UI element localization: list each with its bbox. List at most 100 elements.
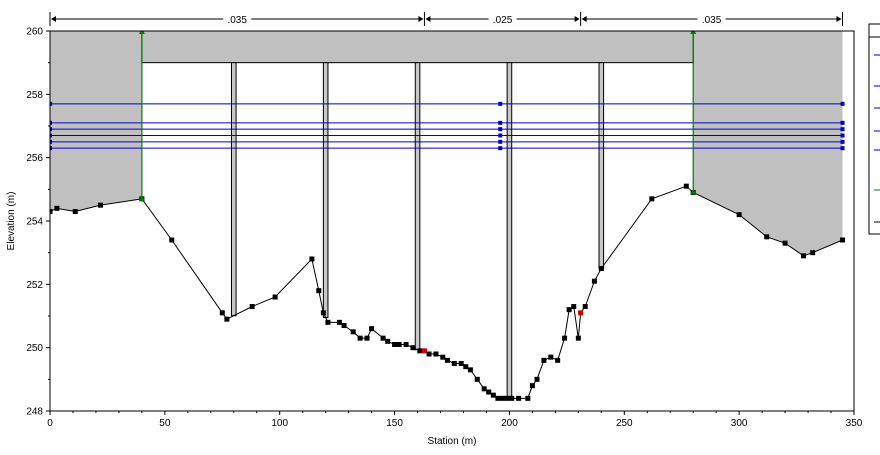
- ground-point: [736, 212, 742, 218]
- ground-point: [509, 395, 515, 401]
- bridge-pier: [506, 62, 513, 399]
- ground-point: [364, 335, 370, 341]
- bridge-pier: [322, 62, 329, 319]
- ground-point: [316, 288, 322, 294]
- water-surface-point: [498, 127, 503, 132]
- x-axis-title: Station (m): [428, 436, 477, 447]
- ground-point: [582, 304, 588, 309]
- ground-point: [463, 364, 469, 370]
- bank-station-marker: [138, 31, 145, 34]
- y-tick-label: 254: [26, 217, 43, 228]
- ground-point: [320, 310, 326, 316]
- ground-point: [500, 395, 506, 401]
- bank-station-marker: [138, 194, 145, 201]
- ground-point: [369, 326, 375, 332]
- ground-point: [440, 354, 446, 360]
- ground-point: [486, 389, 492, 395]
- bank-station-marker: [690, 31, 697, 34]
- ground-points: [50, 183, 846, 401]
- ground-point: [481, 386, 487, 392]
- x-axis: 0 50 100 150 200 250 300 350: [47, 411, 863, 429]
- ground-point: [444, 357, 450, 363]
- y-tick-label: 252: [26, 280, 43, 291]
- ground-point: [525, 395, 531, 401]
- x-tick-label: 100: [271, 418, 288, 429]
- x-tick-label: 150: [386, 418, 403, 429]
- y-tick-label: 258: [26, 90, 43, 101]
- ground-point: [350, 329, 356, 335]
- ground-point: [467, 367, 473, 373]
- ground-point: [433, 351, 439, 357]
- water-surface-point: [840, 101, 845, 106]
- ground-point: [541, 357, 547, 363]
- ground-point: [357, 335, 363, 341]
- ground-point: [169, 237, 175, 243]
- legend: [868, 23, 880, 235]
- x-tick-label: 350: [846, 418, 863, 429]
- y-axis-title: Elevation (m): [6, 192, 17, 251]
- ground-point: [458, 361, 464, 366]
- ground-point: [474, 376, 480, 382]
- water-surface-point: [840, 120, 845, 125]
- plot-area: [50, 31, 846, 411]
- water-surface-point: [498, 133, 503, 138]
- y-tick-label: 248: [26, 407, 43, 418]
- ground-point: [562, 335, 568, 341]
- ground-point: [98, 202, 104, 208]
- x-tick-label: 0: [47, 418, 53, 429]
- ground-point: [840, 237, 846, 243]
- ground-point: [54, 205, 60, 211]
- ground-point: [516, 395, 522, 401]
- x-tick-label: 300: [731, 418, 748, 429]
- n-value-label: .025: [493, 15, 513, 26]
- ground-point: [764, 234, 770, 240]
- n-value-arrowhead: [51, 16, 56, 22]
- ground-point: [451, 361, 457, 366]
- ground-point: [325, 319, 331, 325]
- ground-point: [426, 351, 432, 357]
- bridge-deck-band: [141, 31, 694, 64]
- ground-point: [548, 354, 554, 360]
- n-value-arrowhead: [425, 16, 431, 22]
- bank-stations: [138, 31, 697, 201]
- ground-point: [50, 209, 53, 214]
- bridge-piers: [230, 62, 605, 399]
- ground-point: [683, 183, 689, 189]
- n-value-arrowhead: [581, 16, 587, 22]
- ground-point: [578, 310, 584, 316]
- ground-point: [495, 395, 501, 401]
- bank-station-marker: [690, 188, 697, 195]
- water-surface-point: [498, 120, 503, 125]
- y-tick-label: 256: [26, 153, 43, 164]
- ground-point: [403, 342, 409, 347]
- ground-point: [555, 357, 561, 363]
- water-surface-point: [50, 120, 52, 125]
- bridge-pier: [598, 62, 605, 269]
- n-value-arrowhead: [836, 16, 842, 22]
- y-tick-label: 260: [26, 27, 43, 38]
- ground-point: [410, 345, 416, 351]
- ground-point: [810, 250, 816, 256]
- ground-point: [534, 376, 540, 382]
- ground-point: [392, 342, 398, 347]
- ground-point: [385, 338, 391, 344]
- ground-point: [575, 335, 581, 341]
- ground-point: [490, 392, 496, 398]
- ground-point: [249, 304, 255, 309]
- ground-point: [309, 256, 315, 262]
- water-surface-point: [840, 127, 845, 132]
- water-surface-point: [840, 146, 845, 151]
- n-value-label: .035: [702, 15, 722, 26]
- x-tick-label: 200: [501, 418, 518, 429]
- water-surface-lines: [50, 101, 845, 151]
- x-tick-label: 50: [159, 418, 171, 429]
- ground-point: [529, 383, 535, 389]
- ground-point: [591, 278, 597, 284]
- ground-point: [72, 209, 78, 214]
- water-surface-point: [498, 146, 503, 151]
- ground-point: [272, 294, 278, 300]
- bridge-pier: [414, 62, 421, 351]
- ground-point: [224, 316, 230, 322]
